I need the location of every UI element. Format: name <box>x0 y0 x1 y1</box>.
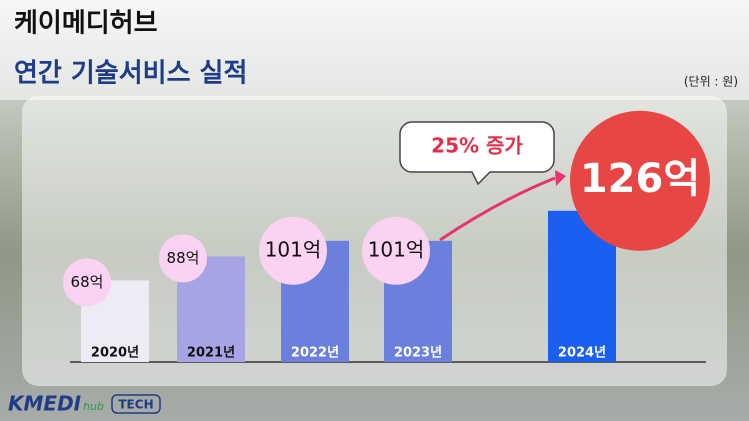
value-label: 101억 <box>368 237 425 261</box>
arrow-head <box>555 170 566 186</box>
value-badge <box>362 216 430 285</box>
value-badge <box>570 110 710 251</box>
value-label: 101억 <box>265 237 322 261</box>
value-badge <box>159 234 207 283</box>
annotation: 25% 증가 <box>431 134 523 158</box>
value-label: 68억 <box>71 273 104 291</box>
logo: KMEDI <box>8 392 82 416</box>
logo-tag: TECH <box>118 398 153 412</box>
value-badge <box>259 216 327 285</box>
x-tick-label: 2024년 <box>558 346 606 361</box>
value-badge <box>63 258 111 307</box>
subtitle: 연간 기술서비스 실적 <box>14 59 247 89</box>
callout <box>399 121 555 186</box>
sky-overlay <box>0 0 749 100</box>
x-tick-label: 2022년 <box>291 346 339 361</box>
title: 케이메디허브 <box>14 9 158 39</box>
value-label: 88억 <box>167 249 200 267</box>
unit-note: (단위 : 원) <box>684 75 738 89</box>
value-label: 126억 <box>580 156 700 202</box>
logo-tag-box <box>111 394 161 414</box>
x-tick-label: 2023년 <box>394 346 442 361</box>
trend-arrow <box>439 176 556 242</box>
logo-sub: hub <box>83 400 104 413</box>
x-tick-label: 2020년 <box>91 346 139 361</box>
x-tick-label: 2021년 <box>187 346 235 361</box>
